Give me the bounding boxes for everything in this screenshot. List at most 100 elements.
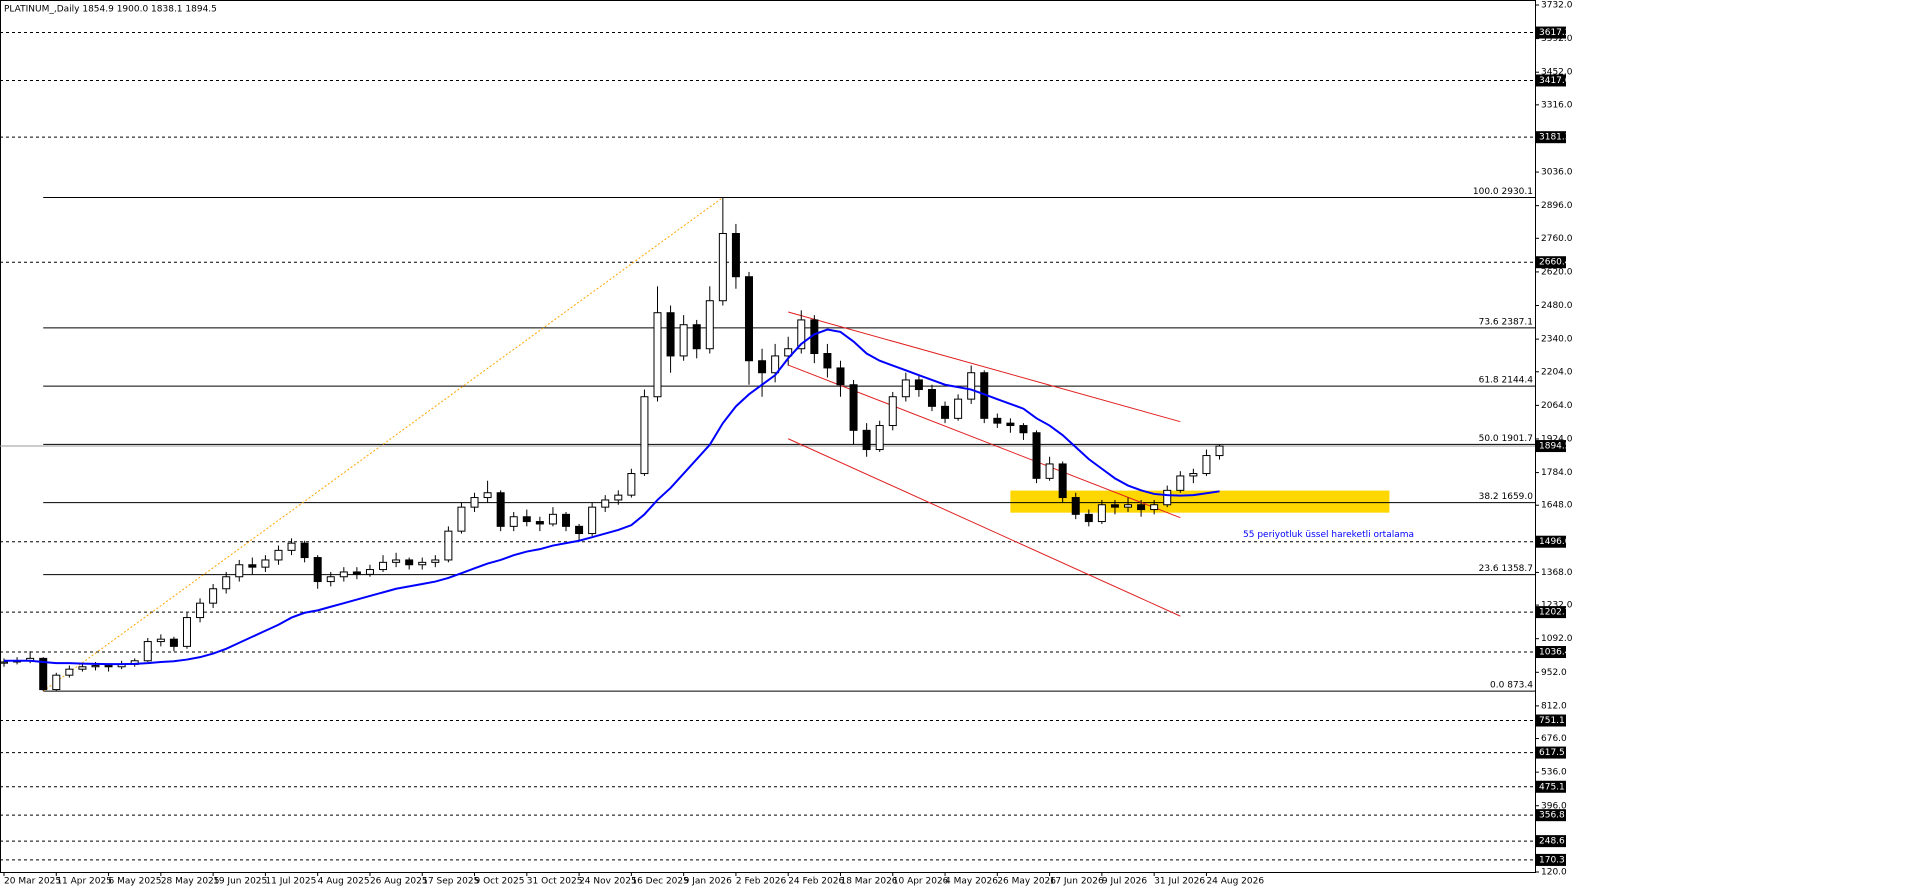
candle-body [248, 564, 257, 568]
candle-body [509, 516, 518, 527]
candle-body [431, 559, 440, 563]
y-tick-label: 3732.0 [1541, 1, 1573, 11]
x-tick-label: 26 May 2026 [997, 877, 1056, 887]
candle-body [1032, 432, 1041, 479]
candle-body [65, 668, 74, 676]
x-tick-label: 17 Sep 2025 [422, 877, 479, 887]
candle-body [365, 569, 374, 575]
y-tick-label: 2896.0 [1541, 201, 1573, 211]
candle-body [182, 617, 191, 647]
chart-title: PLATINUM_,Daily 1854.9 1900.0 1838.1 189… [4, 5, 217, 15]
level-label: 3417.6 [1539, 76, 1571, 86]
y-tick-label: 676.0 [1541, 734, 1567, 744]
y-tick-label: 2760.0 [1541, 234, 1573, 244]
y-tick-label: 2620.0 [1541, 267, 1573, 277]
level-label: 2660.4 [1539, 258, 1571, 268]
candle-body [967, 372, 976, 400]
level-label: 1496.0 [1539, 537, 1571, 547]
level-label: 1202.7 [1539, 608, 1571, 618]
y-tick-label: 2340.0 [1541, 335, 1573, 345]
level-label: 3181.3 [1539, 133, 1571, 143]
candle-body [653, 312, 662, 398]
y-tick-label: 1368.0 [1541, 568, 1573, 578]
candle-body [522, 516, 531, 523]
fib-label: 73.6 2387.1 [1479, 317, 1533, 327]
level-box [1536, 780, 1566, 793]
candle-body [640, 396, 649, 475]
x-tick-label: 17 Jun 2026 [1050, 877, 1104, 887]
candle-body [405, 559, 414, 566]
candle-body [744, 276, 753, 362]
y-tick-label: 1924.0 [1541, 434, 1573, 444]
candle-body [1202, 455, 1211, 475]
candle-body [1163, 489, 1172, 506]
candle-body [797, 319, 806, 350]
y-tick-label: 1232.0 [1541, 601, 1573, 611]
x-tick-label: 9 Jul 2026 [1102, 877, 1147, 887]
x-tick-label: 11 Jul 2025 [265, 877, 316, 887]
candle-body [52, 674, 61, 691]
candle-body [771, 355, 780, 374]
level-label: 1036.4 [1539, 648, 1571, 658]
candle-body [339, 571, 348, 578]
plot-frame [0, 0, 1536, 873]
y-tick-label: 1784.0 [1541, 468, 1573, 478]
candle-body [0, 661, 8, 664]
candle-body [1019, 425, 1028, 434]
candle-body [1124, 504, 1133, 508]
x-tick-label: 9 Jan 2026 [684, 877, 732, 887]
y-tick-label: 3036.0 [1541, 168, 1573, 178]
x-tick-label: 26 Aug 2025 [370, 877, 428, 887]
candle-body [601, 499, 610, 508]
level-box [1536, 535, 1566, 548]
candle-body [261, 559, 270, 568]
candle-body [274, 549, 283, 561]
x-tick-label: 24 Nov 2025 [579, 877, 637, 887]
level-box [1536, 746, 1566, 759]
candle-body [588, 506, 597, 535]
candle-body [1189, 473, 1198, 477]
fib-label: 61.8 2144.4 [1479, 376, 1534, 386]
price-label: 1894.5 [1539, 442, 1571, 452]
y-tick-label: 120.0 [1541, 868, 1567, 878]
candle-body [784, 348, 793, 357]
candle-body [849, 384, 858, 431]
candle-body [679, 324, 688, 357]
candle-body [1176, 475, 1185, 491]
x-tick-label: 28 May 2025 [161, 877, 220, 887]
x-tick-label: 24 Feb 2026 [788, 877, 844, 887]
level-box [1536, 26, 1566, 39]
candle-body [705, 300, 714, 350]
candle-body [875, 425, 884, 451]
candle-body [666, 312, 675, 357]
y-tick-label: 536.0 [1541, 768, 1567, 778]
candle-body [457, 506, 466, 532]
candle-body [483, 492, 492, 499]
level-label: 475.1 [1539, 782, 1565, 792]
candle-body [1045, 463, 1054, 479]
level-box [1536, 646, 1566, 659]
candle-body [444, 530, 453, 561]
level-box [1536, 74, 1566, 87]
level-box [1536, 256, 1566, 269]
candle-body [300, 542, 309, 559]
level-box [1536, 853, 1566, 866]
x-tick-label: 16 Dec 2025 [631, 877, 689, 887]
candle-body [287, 542, 296, 551]
candle-body [993, 417, 1002, 424]
candle-body [548, 513, 557, 525]
candle-body [954, 398, 963, 419]
candle-body [758, 360, 767, 374]
candle-body [352, 571, 361, 575]
x-tick-label: 9 Oct 2025 [475, 877, 525, 887]
y-tick-label: 396.0 [1541, 801, 1567, 811]
candle-body [901, 379, 910, 398]
candle-body [1137, 504, 1146, 511]
x-tick-label: 24 Aug 2026 [1206, 877, 1264, 887]
level-box [1536, 714, 1566, 727]
y-tick-label: 1092.0 [1541, 634, 1573, 644]
candle-body [313, 557, 322, 583]
candle-body [222, 576, 231, 590]
x-tick-label: 31 Oct 2025 [527, 877, 583, 887]
candle-body [39, 657, 48, 691]
